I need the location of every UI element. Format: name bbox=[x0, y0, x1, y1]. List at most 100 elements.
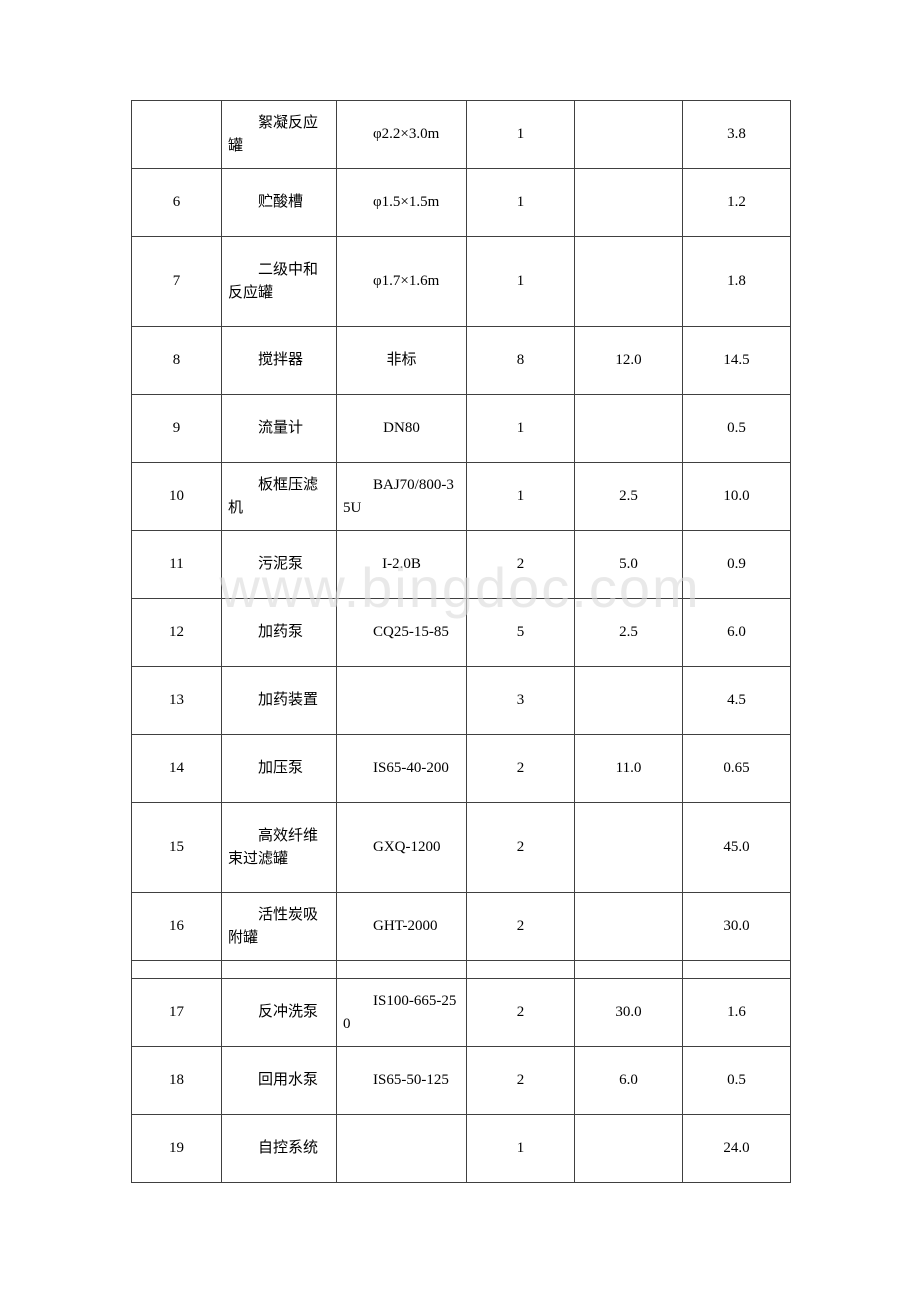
cell-power bbox=[575, 101, 683, 169]
name-text: 加药泵 bbox=[222, 617, 336, 648]
equipment-table: 絮凝反应罐φ2.2×3.0m13.86贮酸槽φ1.5×1.5m11.27二级中和… bbox=[131, 100, 791, 1183]
cell-qty: 1 bbox=[467, 395, 575, 463]
cell-seq bbox=[132, 101, 222, 169]
cell-name: 絮凝反应罐 bbox=[222, 101, 337, 169]
cell-qty: 1 bbox=[467, 169, 575, 237]
cell-cost: 45.0 bbox=[683, 803, 791, 893]
cell-seq: 14 bbox=[132, 735, 222, 803]
spec-text: DN80 bbox=[337, 413, 466, 444]
cell-qty: 1 bbox=[467, 463, 575, 531]
cell-qty: 8 bbox=[467, 327, 575, 395]
cell-name: 回用水泵 bbox=[222, 1047, 337, 1115]
cell-spec bbox=[337, 1115, 467, 1183]
table-row: 19自控系统 1 24.0 bbox=[132, 1115, 791, 1183]
gap-cell bbox=[575, 961, 683, 979]
name-text: 加压泵 bbox=[222, 753, 336, 784]
cell-cost: 4.5 bbox=[683, 667, 791, 735]
cell-seq: 18 bbox=[132, 1047, 222, 1115]
spec-text: 非标 bbox=[337, 345, 466, 376]
table-row: 8搅拌器非标812.014.5 bbox=[132, 327, 791, 395]
cell-qty: 2 bbox=[467, 531, 575, 599]
cell-seq: 8 bbox=[132, 327, 222, 395]
cell-seq: 11 bbox=[132, 531, 222, 599]
table-row: 絮凝反应罐φ2.2×3.0m13.8 bbox=[132, 101, 791, 169]
cell-seq: 13 bbox=[132, 667, 222, 735]
cell-spec: GHT-2000 bbox=[337, 893, 467, 961]
spec-text: I-2.0B bbox=[337, 549, 466, 580]
cell-spec: 非标 bbox=[337, 327, 467, 395]
table-body: 絮凝反应罐φ2.2×3.0m13.86贮酸槽φ1.5×1.5m11.27二级中和… bbox=[132, 101, 791, 1183]
cell-seq: 6 bbox=[132, 169, 222, 237]
name-text: 自控系统 bbox=[222, 1133, 336, 1164]
cell-cost: 6.0 bbox=[683, 599, 791, 667]
cell-power bbox=[575, 237, 683, 327]
cell-power bbox=[575, 667, 683, 735]
table-row: 18回用水泵IS65-50-12526.00.5 bbox=[132, 1047, 791, 1115]
cell-name: 自控系统 bbox=[222, 1115, 337, 1183]
cell-seq: 12 bbox=[132, 599, 222, 667]
cell-spec: φ1.7×1.6m bbox=[337, 237, 467, 327]
gap-cell bbox=[337, 961, 467, 979]
cell-spec: DN80 bbox=[337, 395, 467, 463]
spec-text: IS100-665-250 bbox=[337, 986, 466, 1039]
name-text: 贮酸槽 bbox=[222, 187, 336, 218]
cell-cost: 1.8 bbox=[683, 237, 791, 327]
cell-name: 加压泵 bbox=[222, 735, 337, 803]
cell-power: 2.5 bbox=[575, 599, 683, 667]
cell-cost: 1.2 bbox=[683, 169, 791, 237]
cell-name: 高效纤维束过滤罐 bbox=[222, 803, 337, 893]
table-row: 15高效纤维束过滤罐GXQ-12002 45.0 bbox=[132, 803, 791, 893]
name-text: 二级中和反应罐 bbox=[222, 255, 336, 308]
gap-cell bbox=[683, 961, 791, 979]
name-text: 流量计 bbox=[222, 413, 336, 444]
cell-name: 二级中和反应罐 bbox=[222, 237, 337, 327]
cell-cost: 14.5 bbox=[683, 327, 791, 395]
cell-qty: 1 bbox=[467, 237, 575, 327]
cell-name: 加药泵 bbox=[222, 599, 337, 667]
name-text: 絮凝反应罐 bbox=[222, 108, 336, 161]
cell-qty: 2 bbox=[467, 803, 575, 893]
cell-cost: 3.8 bbox=[683, 101, 791, 169]
name-text: 回用水泵 bbox=[222, 1065, 336, 1096]
spec-text: CQ25-15-85 bbox=[337, 617, 466, 648]
cell-power: 5.0 bbox=[575, 531, 683, 599]
cell-spec: I-2.0B bbox=[337, 531, 467, 599]
cell-cost: 0.9 bbox=[683, 531, 791, 599]
spec-text: φ1.5×1.5m bbox=[337, 187, 466, 218]
cell-seq: 19 bbox=[132, 1115, 222, 1183]
table-row: 17反冲洗泵IS100-665-250230.01.6 bbox=[132, 979, 791, 1047]
spec-text: BAJ70/800-35U bbox=[337, 470, 466, 523]
cell-qty: 2 bbox=[467, 735, 575, 803]
spec-text: GHT-2000 bbox=[337, 911, 466, 942]
table-row: 9流量计DN8010.5 bbox=[132, 395, 791, 463]
table-row: 14加压泵IS65-40-200211.00.65 bbox=[132, 735, 791, 803]
cell-qty: 1 bbox=[467, 1115, 575, 1183]
cell-seq: 16 bbox=[132, 893, 222, 961]
table-row: 16活性炭吸附罐GHT-2000230.0 bbox=[132, 893, 791, 961]
cell-cost: 0.5 bbox=[683, 395, 791, 463]
cell-cost: 24.0 bbox=[683, 1115, 791, 1183]
name-text: 加药装置 bbox=[222, 685, 336, 716]
cell-spec: IS65-40-200 bbox=[337, 735, 467, 803]
cell-spec: IS100-665-250 bbox=[337, 979, 467, 1047]
cell-power: 6.0 bbox=[575, 1047, 683, 1115]
gap-row bbox=[132, 961, 791, 979]
table-row: 12加药泵CQ25-15-8552.56.0 bbox=[132, 599, 791, 667]
cell-seq: 15 bbox=[132, 803, 222, 893]
cell-cost: 30.0 bbox=[683, 893, 791, 961]
gap-cell bbox=[222, 961, 337, 979]
cell-name: 活性炭吸附罐 bbox=[222, 893, 337, 961]
cell-power bbox=[575, 395, 683, 463]
cell-spec: φ2.2×3.0m bbox=[337, 101, 467, 169]
cell-spec: BAJ70/800-35U bbox=[337, 463, 467, 531]
cell-cost: 1.6 bbox=[683, 979, 791, 1047]
cell-power bbox=[575, 803, 683, 893]
spec-text: IS65-50-125 bbox=[337, 1065, 466, 1096]
spec-text: φ1.7×1.6m bbox=[337, 266, 466, 297]
spec-text bbox=[337, 697, 466, 705]
gap-cell bbox=[467, 961, 575, 979]
name-text: 板框压滤机 bbox=[222, 470, 336, 523]
table-row: 7二级中和反应罐φ1.7×1.6m11.8 bbox=[132, 237, 791, 327]
cell-power bbox=[575, 1115, 683, 1183]
cell-spec: GXQ-1200 bbox=[337, 803, 467, 893]
